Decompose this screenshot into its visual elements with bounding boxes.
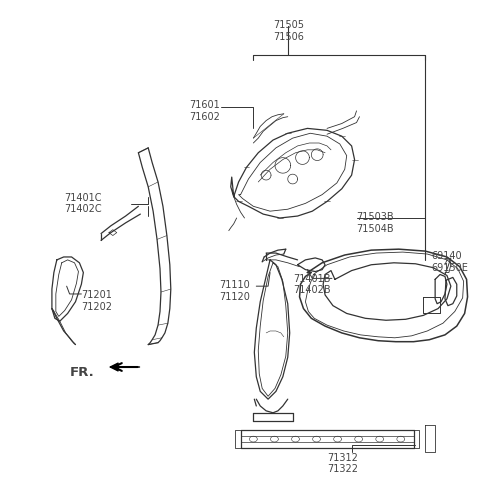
- Text: FR.: FR.: [70, 366, 95, 379]
- Text: 71601
71602: 71601 71602: [190, 100, 220, 121]
- Text: 71505
71506: 71505 71506: [273, 20, 304, 42]
- Text: 71201
71202: 71201 71202: [82, 289, 112, 311]
- Text: 71401B
71402B: 71401B 71402B: [294, 273, 331, 295]
- Text: 71503B
71504B: 71503B 71504B: [357, 212, 394, 233]
- Text: 71110
71120: 71110 71120: [219, 280, 250, 301]
- Text: 71401C
71402C: 71401C 71402C: [65, 192, 102, 214]
- Text: 69140
69150E: 69140 69150E: [431, 251, 468, 272]
- Text: 71312
71322: 71312 71322: [327, 452, 358, 473]
